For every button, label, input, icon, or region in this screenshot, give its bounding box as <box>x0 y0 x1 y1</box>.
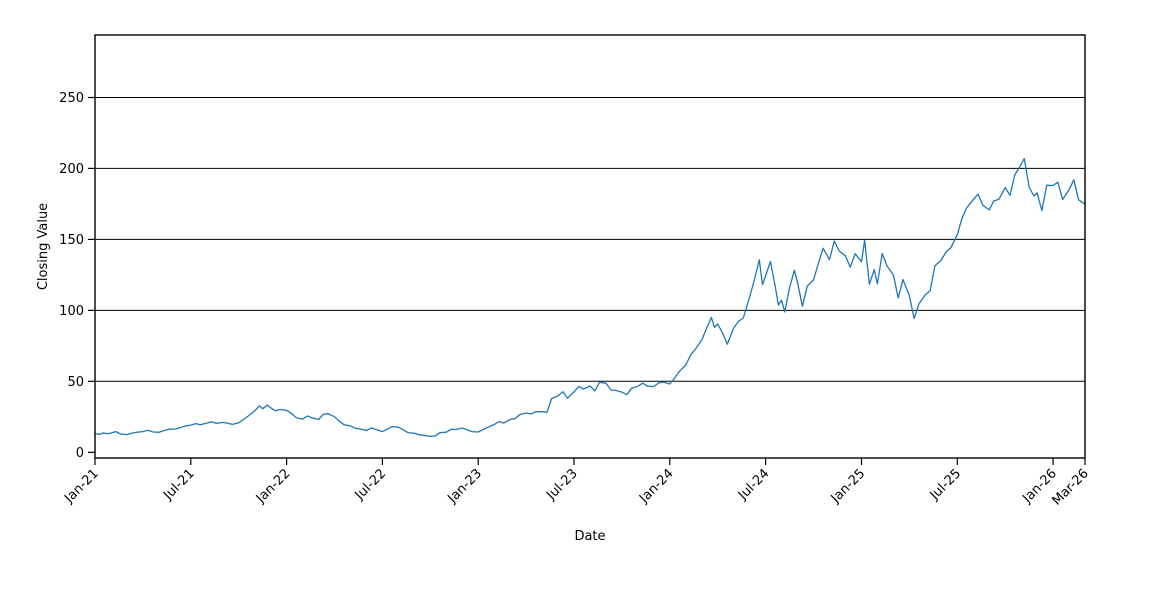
y-tick-label: 250 <box>59 91 84 106</box>
x-tick-label: Jan-25 <box>828 466 869 507</box>
x-tick-label: Jan-22 <box>253 466 294 507</box>
x-tick-label: Jan-24 <box>636 466 677 507</box>
plot-border <box>94 34 1086 459</box>
x-tick-label: Jan-23 <box>445 466 486 507</box>
x-tick-label: Jul-23 <box>543 466 580 503</box>
closing-value-line <box>94 157 1086 438</box>
axes: 0 50 100 150 200 250 Jan-21 Jul-21 Jan-22 Jul-22 J… <box>59 91 1092 509</box>
x-tick-label: Jul-21 <box>160 466 197 503</box>
gridlines <box>95 97 1085 382</box>
y-tick-label: 200 <box>59 162 84 177</box>
x-tick-label: Jul-24 <box>735 466 772 503</box>
y-tick-label: 50 <box>67 375 84 390</box>
y-axis-label: Closing Value <box>36 203 51 290</box>
x-axis-label: Date <box>574 529 605 544</box>
y-tick-label: 100 <box>59 304 84 319</box>
x-tick-label: Jan-21 <box>61 466 102 507</box>
y-tick-label: 0 <box>76 446 84 461</box>
x-tick-label: Jul-25 <box>927 466 964 503</box>
y-tick-label: 150 <box>59 233 84 248</box>
x-tick-label: Mar-26 <box>1049 466 1091 508</box>
x-tick-label: Jul-22 <box>352 466 389 503</box>
